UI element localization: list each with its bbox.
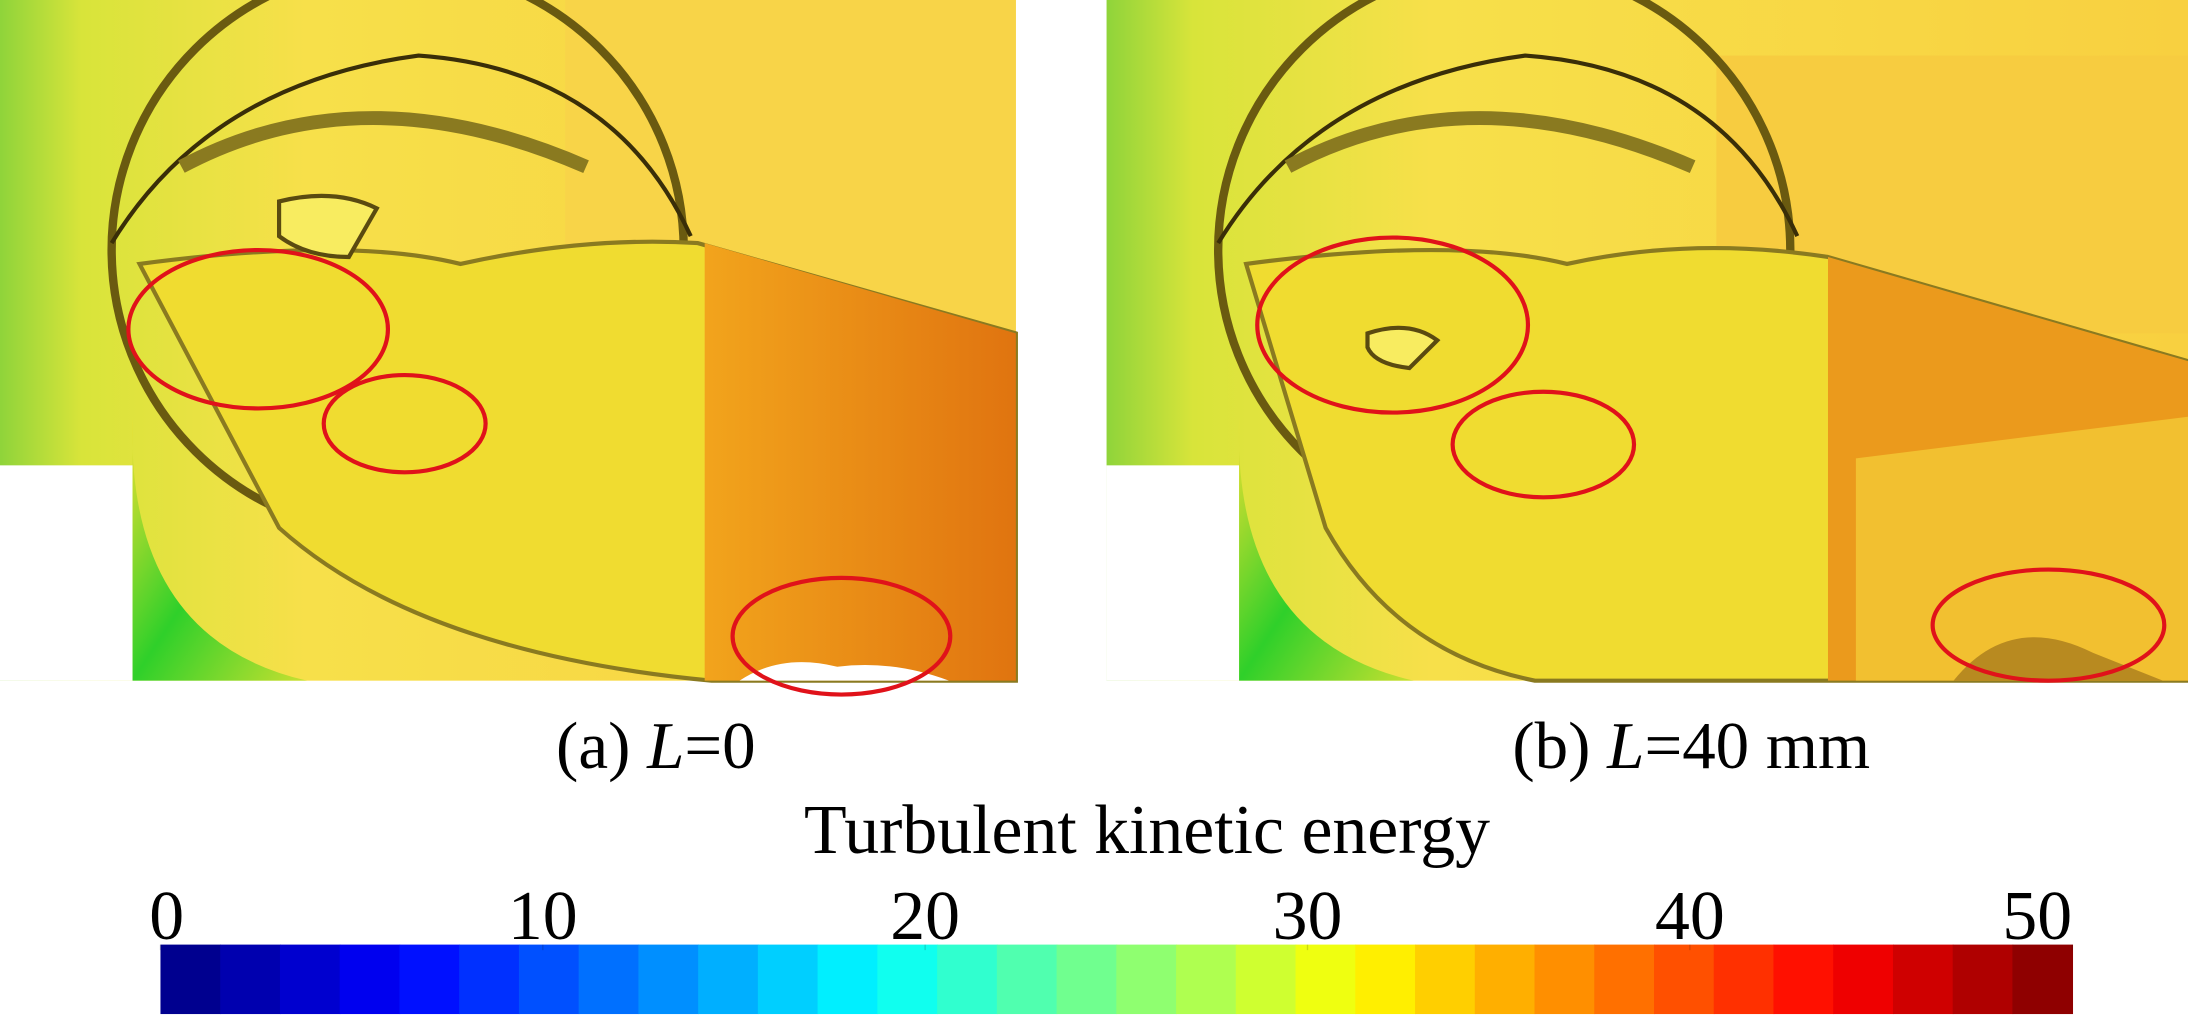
color-band xyxy=(160,944,222,1015)
tick-label: 10 xyxy=(508,878,578,955)
panel-a-image xyxy=(0,0,1018,697)
colorbar-title: Turbulent kinetic energy xyxy=(804,792,1490,869)
caption-prefix: (a) xyxy=(556,709,647,783)
color-band xyxy=(518,944,580,1015)
color-band xyxy=(1892,944,1954,1015)
color-band xyxy=(1415,944,1476,1015)
caption-prefix: (b) xyxy=(1512,709,1607,783)
color-band xyxy=(877,944,938,1015)
color-band xyxy=(937,944,998,1015)
caption-suffix: =40 mm xyxy=(1644,709,1870,783)
color-band xyxy=(1295,944,1357,1015)
color-band xyxy=(220,944,281,1015)
tick-label: 30 xyxy=(1273,878,1343,955)
color-band xyxy=(279,944,341,1015)
color-band xyxy=(1176,944,1237,1015)
color-band xyxy=(578,944,640,1015)
caption-variable: L xyxy=(1606,709,1644,783)
caption-variable: L xyxy=(646,709,684,783)
color-band xyxy=(1833,944,1894,1015)
tick-label: 20 xyxy=(890,878,960,955)
color-band xyxy=(1534,944,1596,1015)
color-band xyxy=(1355,944,1416,1015)
color-band xyxy=(757,944,819,1015)
color-band xyxy=(638,944,699,1015)
caption-suffix: =0 xyxy=(684,709,755,783)
color-band xyxy=(1653,944,1715,1015)
tick-label: 40 xyxy=(1655,878,1725,955)
color-band xyxy=(399,944,461,1015)
color-band xyxy=(1713,944,1775,1015)
tick-label: 0 xyxy=(149,878,184,955)
panel-b-image xyxy=(1106,0,2188,683)
color-band xyxy=(1952,944,2014,1015)
color-band xyxy=(1235,944,1297,1015)
colorbar: 0 10 20 30 40 50 xyxy=(149,878,2074,1015)
tick-label: 50 xyxy=(2002,878,2072,955)
color-band xyxy=(459,944,520,1015)
color-band xyxy=(1773,944,1835,1015)
color-band xyxy=(996,944,1058,1015)
color-band xyxy=(2012,944,2074,1015)
color-band xyxy=(1116,944,1177,1015)
color-band xyxy=(1594,944,1655,1015)
panel-caption: (b) L=40 mm xyxy=(1512,709,1870,783)
color-band xyxy=(339,944,401,1015)
panel-caption: (a) L=0 xyxy=(556,709,756,783)
color-band xyxy=(698,944,759,1015)
color-band xyxy=(1056,944,1118,1015)
color-band xyxy=(817,944,879,1015)
color-band xyxy=(1474,944,1536,1015)
